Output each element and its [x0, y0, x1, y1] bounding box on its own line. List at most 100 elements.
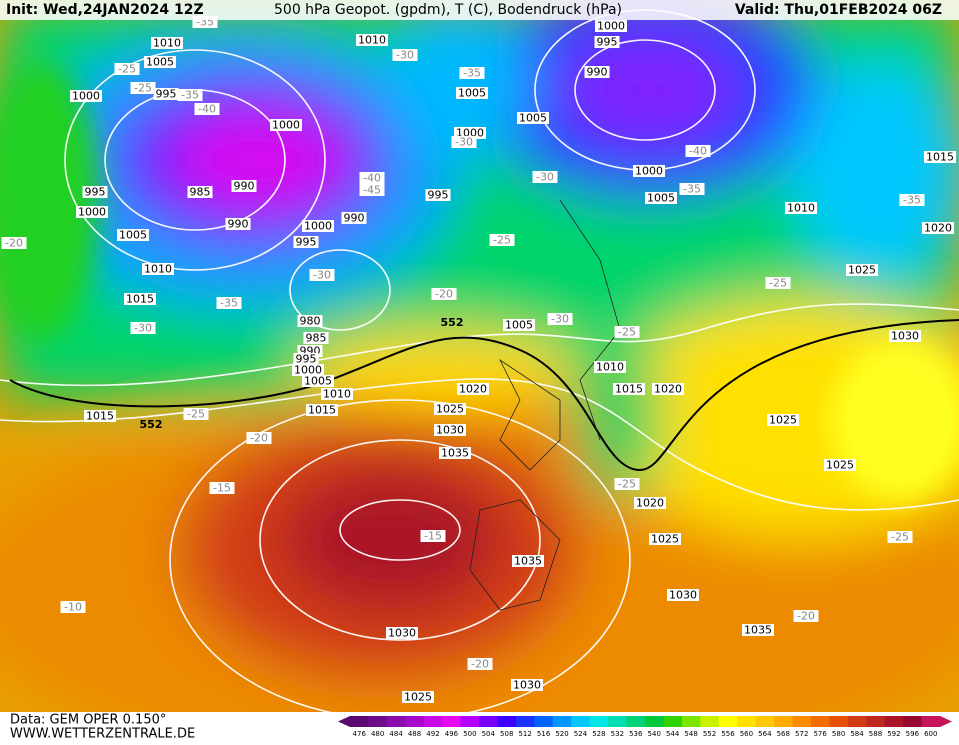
isobar-label-box [503, 319, 535, 331]
colorbar-label: 512 [518, 730, 531, 738]
colorbar-label: 532 [611, 730, 624, 738]
isobar-label-box [633, 165, 665, 177]
map-title: 500 hPa Geopot. (gpdm), T (C), Bodendruc… [274, 2, 622, 18]
isobar-label: 1000 [635, 165, 663, 178]
isobar-label: 1000 [272, 119, 300, 132]
isobar-label-box [667, 589, 699, 601]
isobar-label-box [846, 264, 878, 276]
temperature-label-box [887, 531, 913, 543]
colorbar-swatch [460, 716, 480, 727]
temperature-label: -25 [891, 531, 909, 544]
temperature-label-box [309, 269, 335, 281]
temperature-label: -10 [64, 601, 82, 614]
temperature-label: -25 [118, 63, 136, 76]
isobar-label: 995 [156, 88, 177, 101]
temperature-label: -40 [198, 103, 216, 116]
colorbar-swatch [903, 716, 923, 727]
temperature-label: -35 [220, 297, 238, 310]
colorbar-label: 528 [592, 730, 605, 738]
isobar-label-box [153, 88, 179, 100]
colorbar: 476 480 484 488 492 496 500 504 508 512 516 520 524 5… [338, 716, 952, 738]
temperature-label: -25 [493, 234, 511, 247]
isobar-label-box [124, 293, 156, 305]
colorbar-swatch [700, 716, 720, 727]
isobar-label-box [297, 315, 323, 327]
isobar-label: 1025 [651, 533, 679, 546]
isobar-label-box [594, 361, 626, 373]
isobar-label-box [303, 332, 329, 344]
temperature-label: -30 [455, 136, 473, 149]
isobar-label: 990 [234, 180, 255, 193]
isobar-label-box [341, 212, 367, 224]
isobar-label: 1020 [654, 383, 682, 396]
isobar-label-box [785, 202, 817, 214]
isobar-label-box [142, 263, 174, 275]
isobar-label: 1005 [647, 192, 675, 205]
colorbar-swatch [368, 716, 388, 727]
isobar-label: 1025 [436, 403, 464, 416]
isobar-label-box [613, 383, 645, 395]
temperature-label: -25 [187, 408, 205, 421]
isobar-label: 1025 [769, 414, 797, 427]
height-label: 552 [140, 418, 163, 431]
temperature-label: -30 [313, 269, 331, 282]
colorbar-label: 600 [924, 730, 937, 738]
colorbar-label: 596 [906, 730, 920, 738]
isobar-label: 1010 [596, 361, 624, 374]
isobar-label-box [84, 410, 116, 422]
isobar-label-box [594, 36, 620, 48]
temperature-label-box [60, 601, 86, 613]
temperature-label-box [547, 313, 573, 325]
colorbar-swatch [571, 716, 591, 727]
isobar-label: 985 [306, 332, 327, 345]
colorbar-swatch [718, 716, 738, 727]
isobar-label: 990 [344, 212, 365, 225]
temperature-label-box [685, 145, 711, 157]
temperature-label-box [216, 297, 242, 309]
colorbar-label: 540 [648, 730, 661, 738]
temperature-label-box [451, 136, 477, 148]
isobar-label-box [293, 236, 319, 248]
colorbar-label: 548 [684, 730, 697, 738]
colorbar-swatch [792, 716, 812, 727]
isobar-label: 1000 [597, 20, 625, 33]
colorbar-label: 592 [887, 730, 900, 738]
colorbar-swatch [534, 716, 554, 727]
isobar-label: 985 [190, 186, 211, 199]
isobar-label: 1015 [308, 404, 336, 417]
temperature-label: -45 [363, 184, 381, 197]
isobar-label-box [302, 220, 334, 232]
temperature-label-box [246, 432, 272, 444]
colorbar-swatch [737, 716, 757, 727]
temperature-label-box [899, 194, 925, 206]
isobar-label: 990 [228, 218, 249, 231]
temperature-label-box [679, 183, 705, 195]
isobar-label: 995 [85, 186, 106, 199]
isobar-label-box [425, 189, 451, 201]
isobar-label-box [386, 627, 418, 639]
isobar-label: 1015 [126, 293, 154, 306]
isobar-label-box [652, 383, 684, 395]
temperature-label-box [765, 277, 791, 289]
isobar-label: 990 [587, 66, 608, 79]
colorbar-label: 504 [482, 730, 496, 738]
colorbar-label: 576 [813, 730, 827, 738]
colorbar-label: 552 [703, 730, 716, 738]
isobar-label-box [767, 414, 799, 426]
colorbar-swatch [755, 716, 775, 727]
temperature-label: -20 [797, 610, 815, 623]
header-bar [0, 0, 959, 20]
isobar-label: 1005 [119, 229, 147, 242]
isobar-label-box [117, 229, 149, 241]
isobar-label-box [517, 112, 549, 124]
init-time: Init: Wed,24JAN2024 12Z [6, 2, 204, 18]
colorbar-label: 484 [389, 730, 403, 738]
colorbar-label: 492 [426, 730, 439, 738]
temperature-label-box [209, 482, 235, 494]
isobar-label-box [402, 691, 434, 703]
isobar-label-box [82, 186, 108, 198]
isobar-label: 1000 [72, 90, 100, 103]
isobar-label: 1025 [404, 691, 432, 704]
